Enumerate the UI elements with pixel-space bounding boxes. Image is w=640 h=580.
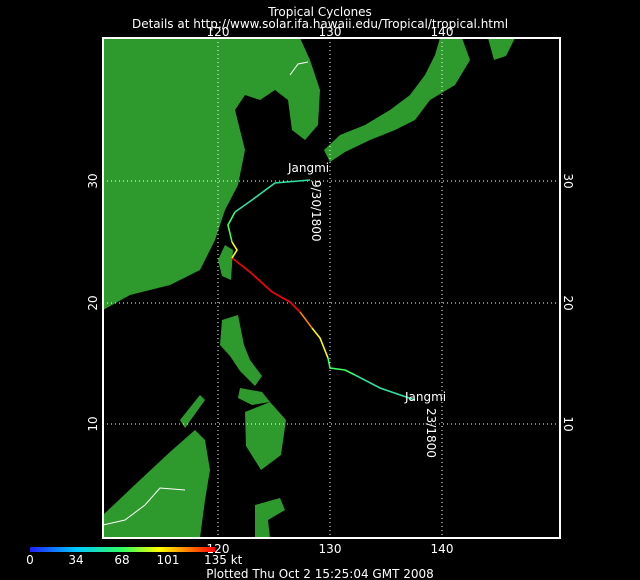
lon-label: 120	[207, 542, 230, 556]
borneo	[103, 430, 210, 538]
lon-labels: 120 130 140 120 130 140	[207, 25, 454, 556]
storm-time: 9/30/1800	[309, 180, 323, 242]
palawan	[180, 395, 205, 428]
hokkaido	[488, 38, 515, 60]
luzon	[220, 315, 262, 386]
lat-label: 10	[86, 416, 100, 431]
colorbar-labels: 0 34 68 101 135 kt	[26, 553, 242, 567]
land	[103, 38, 515, 538]
track-segment	[354, 374, 416, 401]
lat-label: 30	[561, 173, 575, 188]
storm-track	[227, 179, 416, 401]
track-segment	[231, 257, 301, 313]
colorbar-label: 0	[26, 553, 34, 567]
track-segment	[327, 357, 356, 376]
lon-label: 120	[207, 25, 230, 39]
lon-label: 140	[431, 542, 454, 556]
grid	[103, 38, 560, 538]
lon-label: 140	[431, 25, 454, 39]
track-segment	[231, 241, 238, 259]
lat-label: 20	[86, 295, 100, 310]
map-frame	[102, 37, 561, 539]
lat-label: 10	[561, 416, 575, 431]
track-segment	[227, 211, 236, 243]
storm-name: Jangmi	[287, 161, 329, 175]
footer: Plotted Thu Oct 2 15:25:04 GMT 2008	[206, 567, 434, 580]
subtitle: Details at http://www.solar.ifa.hawaii.e…	[132, 17, 508, 31]
colorbar-label: 135 kt	[204, 553, 243, 567]
lat-labels: 30 20 10 30 20 10	[86, 173, 575, 431]
colorbar-label: 68	[114, 553, 129, 567]
lat-label: 20	[561, 295, 575, 310]
border-line	[103, 487, 186, 526]
lon-label: 130	[319, 542, 342, 556]
mindanao	[245, 402, 286, 470]
border-line	[289, 61, 309, 76]
lat-label: 30	[86, 173, 100, 188]
sulawesi	[255, 498, 285, 538]
colorbar	[30, 547, 215, 552]
visayas	[238, 388, 270, 405]
title: Tropical Cyclones	[267, 5, 372, 19]
lon-label: 130	[319, 25, 342, 39]
storm-time: 23/1800	[424, 408, 438, 458]
china-korea	[103, 38, 320, 310]
storm-name: Jangmi	[404, 390, 446, 404]
colorbar-label: 34	[68, 553, 83, 567]
track-segment	[299, 311, 313, 329]
colorbar-label: 101	[157, 553, 180, 567]
track-segment	[311, 327, 329, 359]
track-segment	[234, 179, 311, 213]
japan	[324, 38, 470, 162]
taiwan	[218, 245, 233, 280]
storm-labels: Jangmi 9/30/1800 Jangmi 23/1800	[287, 161, 446, 458]
